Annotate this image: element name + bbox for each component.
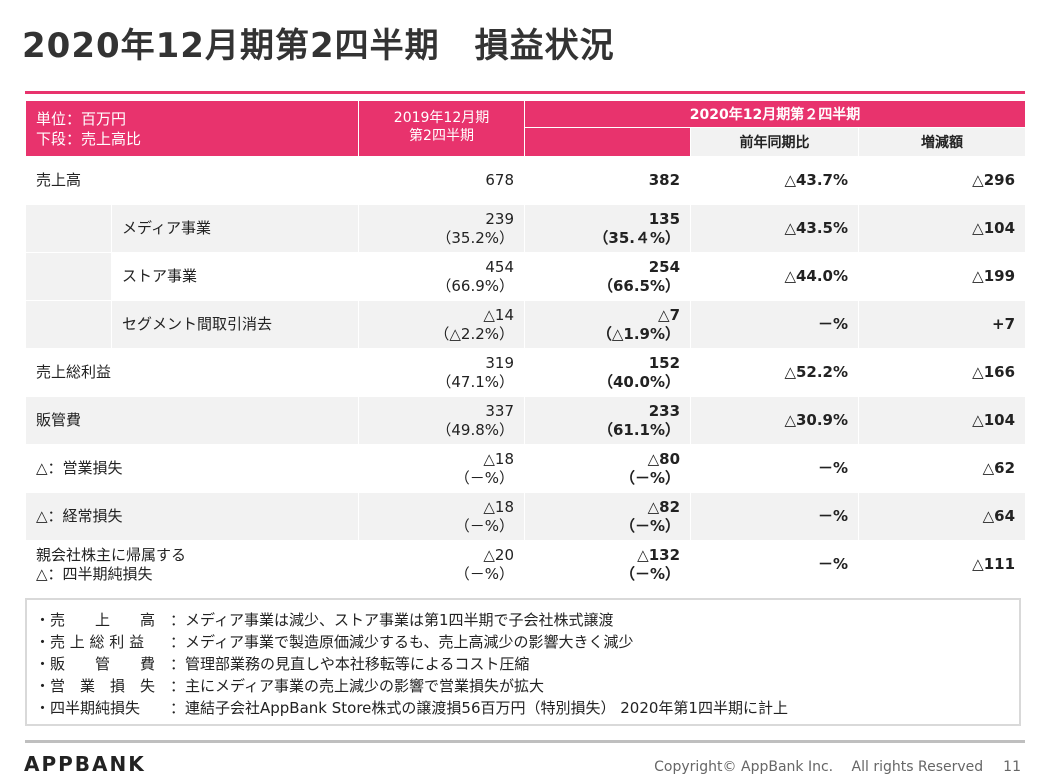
current-value: 135 （35.４%） — [524, 204, 692, 253]
indent-cell — [25, 252, 112, 301]
title-divider — [25, 91, 1025, 94]
row-label: △：営業損失 — [24, 444, 360, 493]
change-value: △64 — [858, 492, 1027, 541]
note-line: ・販 管 費：管理部業務の見直しや本社移転等によるコスト圧縮 — [35, 655, 530, 673]
appbank-logo: APPBANK — [24, 752, 146, 776]
current-value: △82 （－%） — [524, 492, 692, 541]
current-value: 254 （66.5%） — [524, 252, 692, 301]
row-label: 売上高 — [24, 156, 360, 205]
change-value: △104 — [858, 396, 1027, 445]
change-value: △199 — [858, 252, 1027, 301]
yoy-header: 前年同期比 — [690, 127, 860, 157]
yoy-value: △44.0% — [690, 252, 860, 301]
row-label: ストア事業 — [110, 252, 360, 301]
current-value: △7 （△1.9%） — [524, 300, 692, 349]
current-period-header: 2020年12月期第２四半期 — [524, 100, 1027, 128]
change-value: △104 — [858, 204, 1027, 253]
yoy-value: －% — [690, 300, 860, 349]
prev-period-line-1: 2019年12月期 — [393, 110, 490, 126]
notes-box: ・売 上 高：メディア事業は減少、ストア事業は第1四半期で子会社株式譲渡 ・売 … — [25, 598, 1021, 726]
current-value: 152 （40.0%） — [524, 348, 692, 397]
unit-header: 単位：百万円 下段：売上高比 — [24, 100, 360, 157]
indent-cell — [25, 204, 112, 253]
table-row: 親会社株主に帰属する △：四半期純損失 △20 （－%） △132 （－%） －% △… — [24, 540, 1027, 589]
yoy-value: △43.7% — [690, 156, 860, 205]
prev-value: △20 （－%） — [358, 540, 526, 589]
row-label: メディア事業 — [110, 204, 360, 253]
prev-value: △18 （－%） — [358, 492, 526, 541]
table-row: 売上高 678 382 △43.7% △296 — [24, 156, 1027, 205]
row-label: セグメント間取引消去 — [110, 300, 360, 349]
pl-table: 単位：百万円 下段：売上高比 2019年12月期 第2四半期 2020年12月期… — [24, 100, 1027, 589]
yoy-value: －% — [690, 540, 860, 589]
note-line: ・四半期純損失 ：連結子会社AppBank Store株式の譲渡損56百万円（特別… — [35, 699, 788, 717]
unit-line-2: 下段：売上高比 — [36, 130, 142, 148]
change-value: △296 — [858, 156, 1027, 205]
row-label: 親会社株主に帰属する △：四半期純損失 — [24, 540, 360, 589]
table-row: △：営業損失 △18 （－%） △80 （－%） －% △62 — [24, 444, 1027, 493]
change-value: +7 — [858, 300, 1027, 349]
table-row: ストア事業 454 （66.9%） 254 （66.5%） △44.0% △199 — [25, 252, 1027, 301]
change-header: 増減額 — [858, 127, 1027, 157]
note-line: ・営 業 損 失：主にメディア事業の売上減少の影響で営業損失が拡大 — [35, 677, 544, 695]
current-value: 233 （61.1%） — [524, 396, 692, 445]
footer-divider — [25, 740, 1025, 743]
table-row: △：経常損失 △18 （－%） △82 （－%） －% △64 — [24, 492, 1027, 541]
row-label: △：経常損失 — [24, 492, 360, 541]
change-value: △62 — [858, 444, 1027, 493]
current-value: △132 （－%） — [524, 540, 692, 589]
yoy-value: △52.2% — [690, 348, 860, 397]
change-value: △166 — [858, 348, 1027, 397]
table-row: メディア事業 239 （35.2%） 135 （35.４%） △43.5% △104 — [25, 204, 1027, 253]
note-line: ・売 上 高：メディア事業は減少、ストア事業は第1四半期で子会社株式譲渡 — [35, 611, 614, 629]
prev-period-line-2: 第2四半期 — [409, 128, 474, 144]
change-value: △111 — [858, 540, 1027, 589]
yoy-value: △30.9% — [690, 396, 860, 445]
row-label: 販管費 — [24, 396, 360, 445]
row-label: 売上総利益 — [24, 348, 360, 397]
table-row: 販管費 337 （49.8%） 233 （61.1%） △30.9% △104 — [24, 396, 1027, 445]
yoy-value: －% — [690, 444, 860, 493]
current-value-header-spacer — [524, 127, 692, 157]
indent-cell — [25, 300, 112, 349]
prev-value: 319 （47.1%） — [358, 348, 526, 397]
yoy-value: △43.5% — [690, 204, 860, 253]
prev-value: 454 （66.9%） — [358, 252, 526, 301]
unit-line-1: 単位：百万円 — [36, 110, 127, 128]
prev-value: △18 （－%） — [358, 444, 526, 493]
page-title: 2020年12月期第2四半期 損益状況 — [22, 26, 615, 66]
note-line: ・売 上 総 利 益：メディア事業で製造原価減少するも、売上高減少の影響大きく減… — [35, 633, 634, 651]
prev-value: 678 — [358, 156, 526, 205]
current-value: △80 （－%） — [524, 444, 692, 493]
current-value: 382 — [524, 156, 692, 205]
prev-value: 239 （35.2%） — [358, 204, 526, 253]
page-number: 11 — [1003, 759, 1021, 775]
prev-value: 337 （49.8%） — [358, 396, 526, 445]
yoy-value: －% — [690, 492, 860, 541]
table-row: 売上総利益 319 （47.1%） 152 （40.0%） △52.2% △166 — [24, 348, 1027, 397]
prev-period-header: 2019年12月期 第2四半期 — [358, 100, 526, 157]
prev-value: △14 （△2.2%） — [358, 300, 526, 349]
table-row: セグメント間取引消去 △14 （△2.2%） △7 （△1.9%） －% +7 — [25, 300, 1027, 349]
copyright-text: Copyright© AppBank Inc. All rights Reser… — [654, 759, 1021, 775]
